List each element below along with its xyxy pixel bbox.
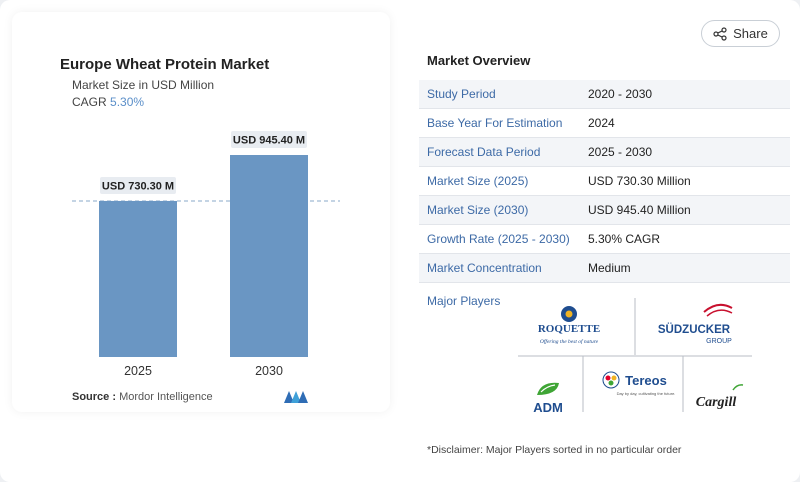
bar <box>99 200 177 357</box>
chart-subtitle: Market Size in USD Million <box>72 78 215 92</box>
overview-row: Market Size (2025) USD 730.30 Million <box>419 167 790 196</box>
data-label: USD 730.30 M <box>102 180 174 192</box>
share-label: Share <box>733 26 768 41</box>
cargill-logo: Cargill <box>696 384 744 410</box>
source-label: Source : <box>72 391 117 403</box>
major-players-label: Major Players <box>427 294 501 308</box>
bar-chart: USD 730.30 M 2025 USD 945.40 M 2030 <box>72 131 340 378</box>
adm-logo: ADM <box>533 382 563 415</box>
overview-table: Study Period 2020 - 2030 Base Year For Es… <box>419 80 790 283</box>
data-label: USD 945.40 M <box>233 135 305 147</box>
overview-value: Medium <box>588 261 631 275</box>
overview-value: 2020 - 2030 <box>588 87 653 101</box>
disclaimer: *Disclaimer: Major Players sorted in no … <box>427 444 682 456</box>
cagr-label: CAGR <box>72 95 107 109</box>
overview-row: Market Concentration Medium <box>419 254 790 283</box>
roquette-tagline: Offering the best of nature <box>540 338 599 345</box>
source-value: Mordor Intelligence <box>119 391 213 403</box>
data-label-box <box>231 131 307 148</box>
overview-row: Study Period 2020 - 2030 <box>419 80 790 109</box>
overview-row: Base Year For Estimation 2024 <box>419 109 790 138</box>
tereos-wordmark: Tereos <box>625 373 667 388</box>
chart-card <box>12 12 390 412</box>
share-button[interactable]: Share <box>701 20 780 47</box>
overview-key: Market Size (2025) <box>427 174 529 188</box>
x-tick-label: 2030 <box>255 364 283 378</box>
x-tick-label: 2025 <box>124 364 152 378</box>
tereos-tagline: Day by day, cultivating the future. <box>617 391 676 396</box>
sudzucker-logo: SÜDZUCKER GROUP <box>658 303 733 345</box>
chart-title: Europe Wheat Protein Market <box>60 56 270 73</box>
overview-key: Forecast Data Period <box>427 145 541 159</box>
overview-value: 5.30% CAGR <box>588 232 661 246</box>
source-line: Source : Mordor Intelligence <box>72 391 213 403</box>
roquette-wordmark: ROQUETTE <box>538 323 600 335</box>
overview-key: Growth Rate (2025 - 2030) <box>427 232 570 246</box>
bar <box>230 155 308 357</box>
tereos-logo: Tereos Day by day, cultivating the futur… <box>602 371 676 396</box>
overview-key: Base Year For Estimation <box>427 116 563 130</box>
data-label-box <box>100 176 176 194</box>
overview-title: Market Overview <box>427 53 531 68</box>
roquette-logo: ROQUETTE Offering the best of nature <box>538 306 600 345</box>
overview-key: Market Size (2030) <box>427 203 529 217</box>
overview-row: Market Size (2030) USD 945.40 Million <box>419 196 790 225</box>
sudzucker-wordmark: SÜDZUCKER <box>658 323 731 336</box>
share-icon <box>713 26 727 41</box>
overview-value: USD 730.30 Million <box>588 174 691 188</box>
overview-value: 2024 <box>588 116 615 130</box>
cargill-wordmark: Cargill <box>696 395 737 410</box>
sudzucker-group-text: GROUP <box>706 338 732 345</box>
overview-value: USD 945.40 Million <box>588 203 691 217</box>
overview-row: Growth Rate (2025 - 2030) 5.30% CAGR <box>419 225 790 254</box>
mordor-logo-icon <box>284 391 308 403</box>
cagr-value: 5.30% <box>110 95 145 109</box>
overview-row: Forecast Data Period 2025 - 2030 <box>419 138 790 167</box>
cagr-line: CAGR 5.30% <box>72 95 144 109</box>
adm-wordmark: ADM <box>533 400 563 415</box>
overview-value: 2025 - 2030 <box>588 145 653 159</box>
overview-key: Market Concentration <box>427 261 542 275</box>
overview-key: Study Period <box>427 87 496 101</box>
